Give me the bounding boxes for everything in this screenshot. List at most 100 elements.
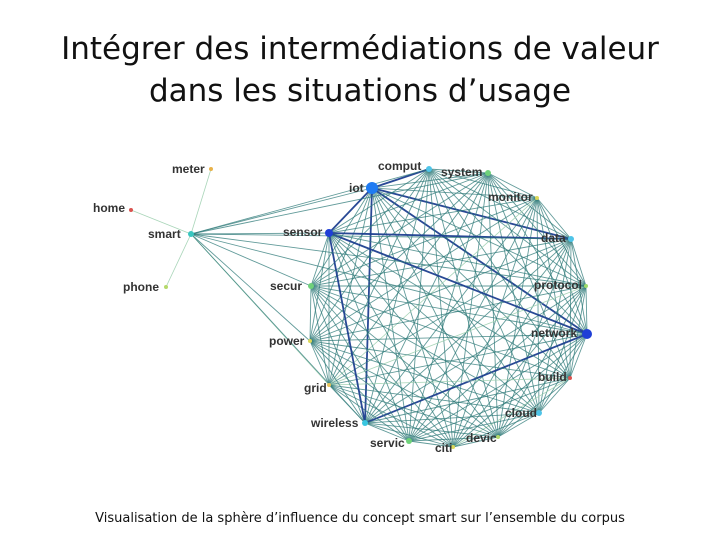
node-label-comput: comput	[378, 159, 421, 173]
node-label-iot: iot	[349, 181, 364, 195]
edge-data-power	[309, 238, 572, 342]
node-label-data: data	[541, 231, 566, 245]
node-servic	[406, 438, 412, 444]
edge-network-secur	[310, 285, 588, 335]
edge-protocol-wireless	[364, 285, 587, 424]
edge-network-sensor	[328, 232, 588, 335]
edge-system-wireless	[364, 172, 489, 424]
edge-comput-sensor	[328, 168, 430, 234]
node-label-servic: servic	[370, 436, 405, 450]
edge-system-build	[487, 172, 571, 379]
edge-iot-network	[371, 187, 588, 335]
edge-devic-citi	[452, 436, 499, 448]
edge-smart-data	[190, 233, 572, 240]
edge-citi-servic	[408, 440, 454, 448]
edge-wireless-sensor	[328, 232, 366, 424]
edge-network-build	[569, 333, 588, 379]
edge-wireless-power	[309, 340, 366, 424]
edge-cloud-citi	[452, 412, 540, 448]
edge-smart-home	[130, 209, 192, 235]
edge-cloud-grid	[328, 384, 540, 414]
edge-data-secur	[310, 238, 572, 287]
edge-smart-meter	[190, 168, 212, 235]
node-label-phone: phone	[123, 280, 159, 294]
edge-cloud-power	[309, 340, 540, 414]
title-line-1: Intégrer des intermédiations de valeur	[61, 31, 659, 67]
edge-comput-build	[428, 168, 571, 379]
edge-monitor-secur	[310, 197, 538, 287]
edge-citi-power	[309, 340, 454, 448]
edge-servic-secur	[310, 285, 410, 442]
edge-citi-wireless	[364, 422, 454, 448]
edge-servic-grid	[328, 384, 410, 442]
node-monitor	[535, 196, 539, 200]
edge-cloud-sensor	[328, 232, 540, 414]
node-label-meter: meter	[172, 162, 205, 176]
edge-cloud-devic	[497, 412, 540, 438]
node-label-sensor: sensor	[283, 225, 323, 239]
node-label-home: home	[93, 201, 125, 215]
edge-monitor-network	[536, 197, 588, 335]
edge-smart-power	[190, 233, 311, 342]
edge-citi-grid	[328, 384, 454, 448]
edge-smart-iot	[190, 187, 373, 235]
graph-edges	[130, 168, 588, 448]
edge-wireless-secur	[310, 285, 366, 424]
edge-devic-power	[309, 340, 499, 438]
node-label-power: power	[269, 334, 305, 348]
node-build	[568, 376, 572, 380]
edge-build-cloud	[538, 377, 571, 414]
node-secur	[308, 283, 314, 289]
edge-system-secur	[310, 172, 489, 287]
node-protocol	[584, 284, 588, 288]
node-devic	[496, 435, 500, 439]
figure-caption: Visualisation de la sphère d’influence d…	[95, 511, 625, 526]
edge-data-network	[570, 238, 588, 335]
edge-power-sensor	[309, 232, 330, 342]
edge-network-citi	[452, 333, 588, 448]
node-label-wireless: wireless	[310, 416, 359, 430]
node-network	[582, 329, 592, 339]
edge-smart-secur	[190, 233, 312, 287]
edge-system-monitor	[487, 172, 538, 199]
graph-labels: meter home smart phone iot comput system monito…	[93, 159, 582, 455]
edge-network-power	[309, 333, 588, 342]
edge-system-cloud	[487, 172, 540, 414]
edge-monitor-protocol	[536, 197, 587, 287]
edge-power-secur	[309, 285, 312, 342]
edge-devic-sensor	[328, 232, 499, 438]
edge-iot-devic	[371, 187, 499, 438]
edge-monitor-data	[536, 197, 572, 240]
node-grid	[327, 383, 331, 387]
edge-protocol-grid	[328, 285, 587, 386]
edge-iot-sensor	[328, 187, 373, 234]
edge-comput-grid	[328, 168, 430, 386]
edge-protocol-sensor	[328, 232, 587, 287]
edge-monitor-sensor	[328, 197, 538, 234]
edge-build-citi	[452, 377, 571, 448]
edge-devic-grid	[328, 384, 499, 438]
node-data	[568, 236, 574, 242]
edge-citi-secur	[310, 285, 454, 448]
node-wireless	[362, 420, 368, 426]
edge-system-devic	[487, 172, 499, 438]
edge-data-wireless	[364, 238, 572, 424]
node-label-build: build	[538, 370, 567, 384]
title-line-2: dans les situations d’usage	[148, 73, 572, 109]
edge-build-secur	[310, 285, 571, 379]
node-smart	[188, 231, 194, 237]
node-label-smart: smart	[148, 227, 181, 241]
edge-monitor-cloud	[536, 197, 540, 414]
edge-network-wireless	[364, 333, 588, 424]
node-iot	[366, 182, 378, 194]
edge-iot-grid	[328, 187, 373, 386]
edge-cloud-wireless	[364, 412, 540, 424]
node-label-monitor: monitor	[488, 190, 533, 204]
edge-smart-network	[190, 233, 588, 335]
edge-devic-servic	[408, 436, 499, 442]
edge-smart-system	[190, 172, 489, 235]
edge-system-servic	[408, 172, 489, 442]
edge-system-data	[487, 172, 572, 240]
edge-data-protocol	[570, 238, 587, 287]
node-comput	[426, 166, 432, 172]
